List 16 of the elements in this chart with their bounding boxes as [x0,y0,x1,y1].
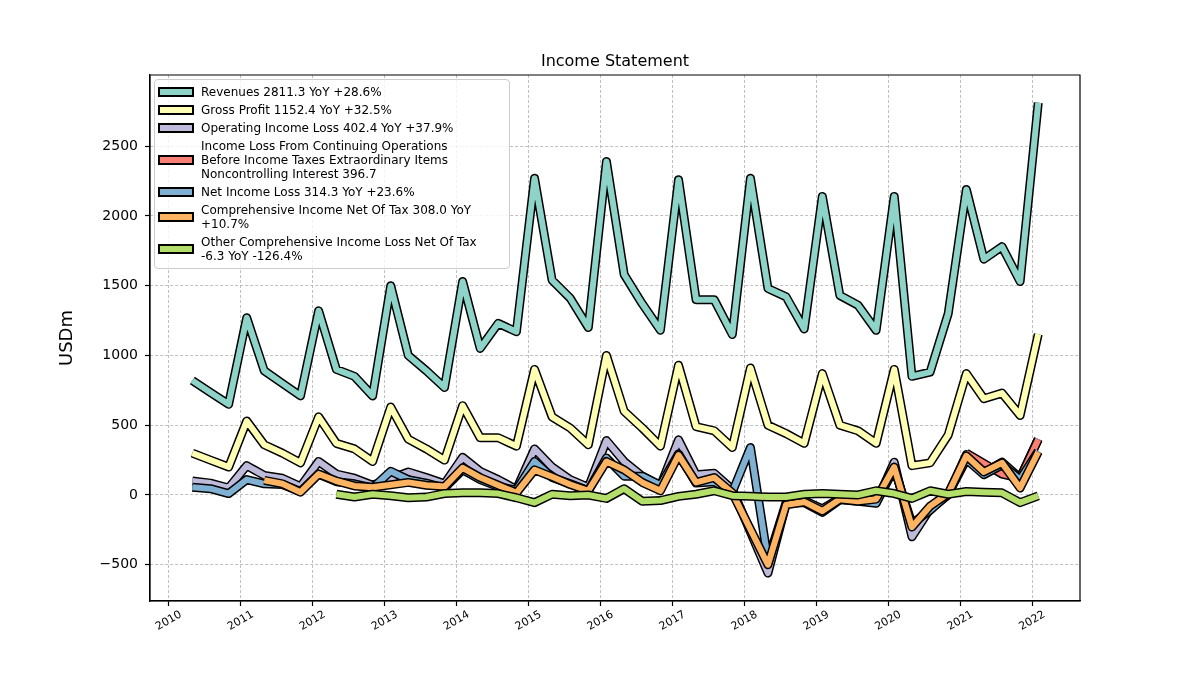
legend-label: Operating Income Loss 402.4 YoY +37.9% [201,121,454,135]
y-tick-label: 500 [111,415,138,432]
y-axis-title: USDm [55,310,77,366]
y-tick-label: −500 [99,555,138,572]
y-tick-label: 0 [129,485,138,502]
y-tick-label: 2000 [102,206,138,223]
chart-title: Income Statement [539,51,691,70]
y-tick-label: 1500 [102,276,138,293]
legend-label: Gross Profit 1152.4 YoY +32.5% [201,103,392,117]
legend-label: Revenues 2811.3 YoY +28.6% [201,85,382,99]
y-tick-label: 2500 [102,136,138,153]
legend-label: Net Income Loss 314.3 YoY +23.6% [201,185,415,199]
legend-label: Income Loss From Continuing Operations Before Income Taxes Extraordinary Items Noncontrolling Interest 396.7 [201,139,449,181]
legend-label: Other Comprehensive Income Loss Net Of Tax -6.3 YoY -126.4% [201,235,478,263]
y-tick-label: 1000 [102,346,138,363]
legend-label: Comprehensive Income Net Of Tax 308.0 YoY +10.7% [201,203,473,231]
